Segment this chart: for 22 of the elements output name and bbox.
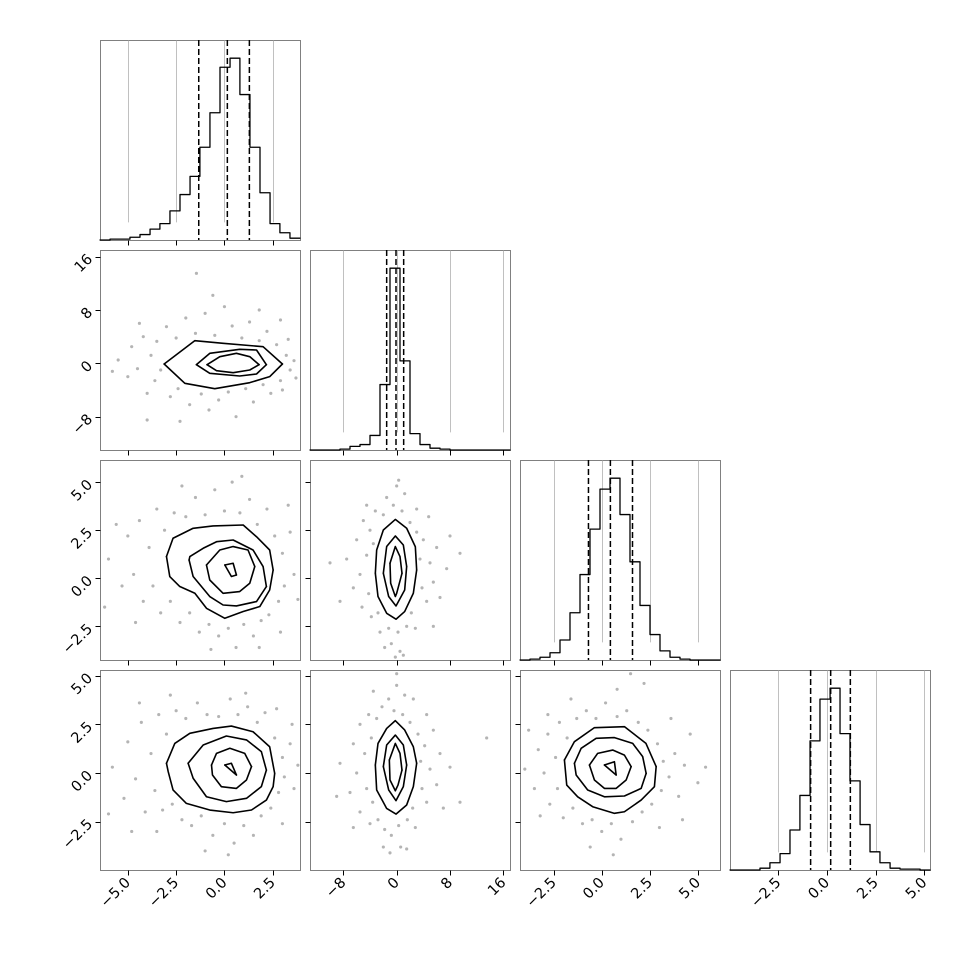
y-tick-label: 8 bbox=[78, 304, 96, 323]
y-tick-label: 0.0 bbox=[68, 573, 96, 601]
y-tick-label: 0 bbox=[78, 358, 96, 376]
x-tick-label: 2.5 bbox=[854, 874, 882, 902]
x-tick-label: 0.0 bbox=[806, 874, 834, 902]
x-tick-label: −8 bbox=[323, 874, 350, 902]
y-tick-label: −8 bbox=[70, 412, 96, 438]
y-tick-label: 0.0 bbox=[68, 768, 96, 796]
y-tick-label: 2.5 bbox=[68, 719, 96, 747]
x-tick-label: 5.0 bbox=[676, 874, 704, 902]
x-tick-label: 0 bbox=[384, 874, 403, 893]
x-tick-label: 5.0 bbox=[902, 874, 931, 902]
y-tick-label: 5.0 bbox=[68, 670, 96, 698]
x-tick-label: 0.0 bbox=[202, 874, 231, 902]
x-tick-label: 16 bbox=[485, 874, 510, 900]
x-tick-label: 0.0 bbox=[580, 874, 608, 902]
x-tick-label: 8 bbox=[438, 874, 456, 893]
x-tick-label: 2.5 bbox=[251, 874, 279, 902]
x-tick-label: 2.5 bbox=[628, 874, 656, 902]
y-tick-label: 5.0 bbox=[68, 476, 96, 505]
y-tick-label: 16 bbox=[72, 252, 96, 276]
y-tick-label: 2.5 bbox=[68, 525, 96, 553]
